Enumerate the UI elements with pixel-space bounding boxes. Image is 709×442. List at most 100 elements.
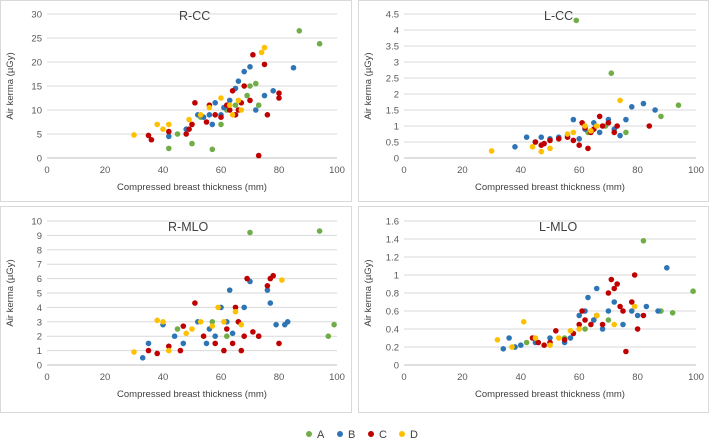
- data-point-b: [166, 133, 172, 140]
- data-point-a: [316, 228, 323, 234]
- y-tick-label: 20: [31, 58, 42, 69]
- data-point-a: [247, 229, 253, 236]
- data-point-c: [576, 321, 582, 328]
- data-point-d: [593, 312, 600, 319]
- data-point-a: [174, 326, 181, 332]
- data-point-a: [174, 131, 181, 137]
- data-point-b: [652, 107, 658, 113]
- data-point-d: [131, 349, 137, 355]
- x-tick-label: 20: [100, 372, 111, 383]
- data-point-d: [226, 102, 233, 108]
- data-point-b: [261, 92, 268, 99]
- data-point-d: [232, 308, 239, 315]
- data-point-c: [599, 123, 606, 129]
- series-a: [174, 228, 337, 340]
- data-point-d: [547, 342, 553, 349]
- data-point-b: [611, 299, 618, 305]
- x-tick-label: 0: [44, 372, 49, 383]
- data-point-c: [200, 333, 207, 340]
- x-tick-label: 20: [100, 165, 111, 176]
- y-tick-label: 7: [37, 260, 42, 271]
- y-tick-label: 1.6: [386, 217, 399, 228]
- data-point-d: [160, 319, 166, 325]
- data-point-a: [675, 102, 682, 108]
- y-tick-label: 0: [394, 154, 399, 165]
- data-point-c: [605, 120, 612, 126]
- data-point-b: [617, 132, 623, 139]
- y-tick-label: 0: [394, 361, 399, 372]
- data-point-b: [628, 308, 635, 314]
- panel-frame-r-mlo: [0, 206, 352, 413]
- data-point-c: [588, 321, 594, 328]
- data-point-a: [209, 319, 216, 325]
- data-point-b: [576, 312, 582, 319]
- data-point-d: [166, 347, 172, 354]
- y-tick-label: 0.2: [386, 343, 399, 354]
- data-point-c: [561, 337, 568, 343]
- data-point-a: [253, 80, 259, 87]
- y-tick-label: 1: [394, 271, 399, 282]
- data-point-d: [238, 107, 245, 113]
- x-tick-label: 100: [688, 372, 704, 383]
- data-point-c: [145, 347, 152, 354]
- series-d: [494, 303, 638, 350]
- data-point-d: [576, 326, 582, 332]
- data-point-b: [547, 335, 553, 341]
- legend-label-c: C: [379, 429, 387, 441]
- x-tick-label: 80: [274, 372, 285, 383]
- legend: A B C D: [306, 429, 418, 441]
- data-point-c: [203, 119, 210, 125]
- y-tick-label: 8: [37, 245, 42, 256]
- legend-marker-b: [337, 431, 343, 437]
- x-tick-label: 20: [457, 165, 468, 176]
- data-point-c: [276, 90, 282, 96]
- data-point-b: [567, 335, 574, 341]
- data-point-c: [596, 113, 603, 120]
- y-tick-label: 4.5: [386, 10, 399, 21]
- data-point-a: [582, 326, 588, 332]
- data-point-d: [221, 319, 227, 325]
- data-point-a: [209, 146, 216, 153]
- data-point-d: [229, 112, 236, 118]
- y-tick-label: 25: [31, 34, 42, 45]
- x-axis-label: Compressed breast thickness (mm): [475, 182, 625, 193]
- legend-marker-c: [368, 431, 374, 437]
- data-point-a: [244, 92, 250, 99]
- data-point-d: [588, 128, 594, 134]
- data-point-b: [241, 68, 247, 75]
- panel-frame-r-cc: [0, 0, 352, 202]
- x-axis-label: Compressed breast thickness (mm): [117, 389, 267, 400]
- y-tick-label: 1: [37, 346, 42, 357]
- data-point-d: [206, 104, 213, 111]
- data-point-b: [264, 287, 271, 293]
- data-point-c: [241, 83, 247, 89]
- data-point-c: [189, 121, 195, 128]
- y-tick-label: 1.4: [386, 235, 399, 246]
- y-tick-label: 0.6: [386, 307, 399, 318]
- data-point-c: [614, 281, 620, 287]
- data-point-a: [573, 17, 580, 24]
- x-tick-label: 60: [216, 372, 227, 383]
- data-point-c: [241, 333, 247, 340]
- x-tick-label: 60: [216, 165, 227, 176]
- data-point-c: [145, 132, 152, 139]
- data-point-b: [596, 129, 603, 136]
- data-point-c: [218, 114, 224, 120]
- data-point-c: [229, 88, 236, 94]
- data-point-c: [255, 152, 262, 159]
- data-point-a: [189, 140, 195, 147]
- data-point-c: [532, 139, 539, 145]
- data-point-c: [541, 342, 547, 349]
- data-point-b: [640, 100, 647, 107]
- x-axis-label: Compressed breast thickness (mm): [117, 182, 267, 193]
- data-point-d: [186, 116, 192, 123]
- series-c: [145, 272, 282, 357]
- data-point-d: [197, 319, 204, 325]
- y-tick-label: 10: [31, 217, 42, 228]
- legend-item-c: C: [368, 429, 387, 441]
- chart-title: L-CC: [544, 9, 573, 23]
- data-point-d: [279, 277, 285, 283]
- panel-frame-l-mlo: [358, 206, 709, 413]
- x-tick-label: 0: [44, 165, 49, 176]
- y-tick-label: 0.8: [386, 289, 399, 300]
